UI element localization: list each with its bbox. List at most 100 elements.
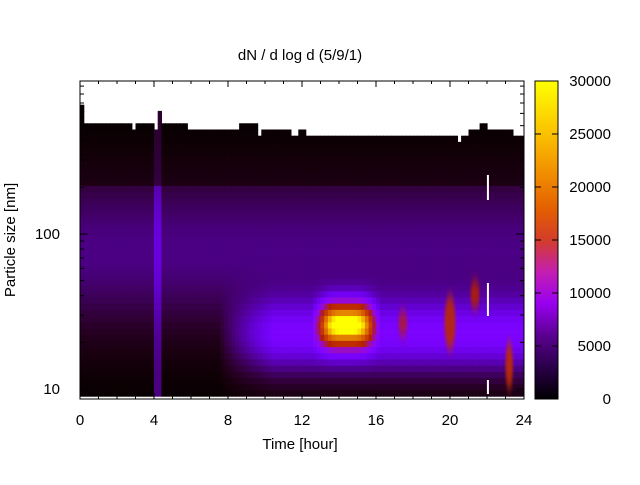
heatmap-cell	[235, 197, 240, 205]
heatmap-cell	[376, 265, 381, 273]
heatmap-cell	[457, 154, 462, 162]
heatmap-cell	[431, 203, 436, 211]
heatmap-cell	[479, 234, 484, 242]
heatmap-cell	[239, 290, 244, 298]
heatmap-cell	[316, 172, 322, 180]
heatmap-cell	[117, 296, 122, 304]
heatmap-cell	[117, 389, 122, 397]
heatmap-cell	[350, 272, 355, 279]
heatmap-cell	[409, 259, 414, 267]
heatmap-cell	[279, 303, 285, 310]
heatmap-cell	[113, 216, 118, 224]
heatmap-cell	[183, 222, 188, 230]
heatmap-cell	[505, 265, 510, 273]
heatmap-cell	[424, 321, 429, 329]
heatmap-cell	[105, 172, 111, 180]
heatmap-cell	[450, 352, 455, 360]
heatmap-cell	[464, 135, 470, 143]
heatmap-cell	[183, 346, 188, 354]
heatmap-cell	[235, 228, 240, 236]
heatmap-cell	[475, 309, 481, 317]
heatmap-cell	[398, 197, 403, 205]
heatmap-cell	[168, 191, 174, 199]
heatmap-cell	[442, 185, 447, 193]
heatmap-cell	[464, 141, 470, 149]
heatmap-cell	[472, 222, 477, 230]
heatmap-cell	[209, 154, 214, 162]
heatmap-cell	[179, 253, 185, 261]
heatmap-cell	[501, 197, 507, 205]
heatmap-cell	[302, 389, 307, 397]
heatmap-cell	[283, 216, 288, 224]
heatmap-cell	[239, 315, 244, 323]
heatmap-cell	[224, 296, 229, 304]
heatmap-cell	[216, 241, 222, 248]
heatmap-cell	[501, 259, 507, 267]
heatmap-cell	[427, 191, 433, 199]
heatmap-cell	[424, 222, 429, 230]
heatmap-cell	[102, 358, 107, 366]
heatmap-cell	[364, 321, 370, 329]
heatmap-cell	[505, 185, 510, 193]
heatmap-cell	[372, 352, 377, 360]
heatmap-cell	[313, 216, 318, 224]
heatmap-cell	[194, 166, 199, 174]
heatmap-cell	[235, 284, 240, 292]
heatmap-cell	[83, 315, 88, 323]
heatmap-cell	[427, 166, 433, 174]
heatmap-cell	[479, 247, 484, 255]
heatmap-cell	[150, 383, 155, 391]
heatmap-cell	[298, 197, 303, 205]
heatmap-cell	[202, 290, 207, 298]
heatmap-cell	[394, 185, 399, 193]
heatmap-cell	[139, 197, 144, 205]
heatmap-cell	[376, 278, 381, 286]
heatmap-cell	[461, 148, 466, 155]
heatmap-cell	[120, 160, 125, 168]
heatmap-cell	[265, 203, 270, 211]
heatmap-cell	[198, 160, 203, 168]
heatmap-cell	[198, 365, 203, 372]
heatmap-cell	[142, 327, 148, 335]
heatmap-cell	[168, 216, 174, 224]
heatmap-cell	[231, 346, 236, 354]
heatmap-cell	[272, 377, 277, 385]
heatmap-cell	[83, 179, 88, 186]
heatmap-cell	[498, 278, 503, 286]
heatmap-cell	[453, 241, 458, 248]
heatmap-cell	[405, 185, 410, 193]
heatmap-cell	[327, 309, 333, 317]
heatmap-cell	[194, 135, 199, 143]
heatmap-cell	[405, 191, 410, 199]
heatmap-cell	[472, 185, 477, 193]
heatmap-cell	[120, 346, 125, 354]
heatmap-cell	[194, 296, 199, 304]
heatmap-cell	[424, 135, 429, 143]
heatmap-cell	[105, 377, 111, 385]
heatmap-cell	[224, 141, 229, 149]
heatmap-cell	[105, 160, 111, 168]
heatmap-cell	[346, 309, 351, 317]
heatmap-cell	[461, 172, 466, 180]
heatmap-cell	[302, 365, 307, 372]
heatmap-cell	[80, 389, 85, 397]
heatmap-cell	[346, 234, 351, 242]
heatmap-cell	[183, 383, 188, 391]
heatmap-cell	[168, 154, 174, 162]
heatmap-cell	[361, 340, 366, 348]
heatmap-cell	[320, 321, 325, 329]
heatmap-cell	[205, 358, 211, 366]
heatmap-cell	[361, 383, 366, 391]
heatmap-cell	[131, 278, 137, 286]
heatmap-cell	[94, 389, 100, 397]
heatmap-cell	[216, 141, 222, 149]
heatmap-cell	[228, 129, 233, 137]
heatmap-cell	[468, 365, 473, 372]
heatmap-cell	[294, 371, 299, 379]
heatmap-cell	[283, 253, 288, 261]
heatmap-cell	[424, 253, 429, 261]
heatmap-cell	[498, 135, 503, 143]
heatmap-cell	[139, 365, 144, 372]
heatmap-cell	[309, 371, 314, 379]
heatmap-cell	[475, 346, 481, 354]
